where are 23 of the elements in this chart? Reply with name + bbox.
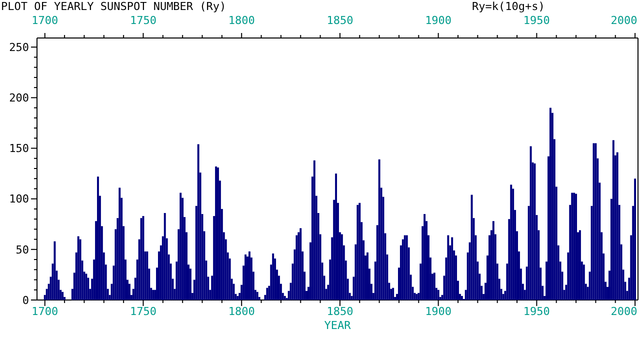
x-tick-label: 1800 — [228, 305, 255, 318]
x2-tick-label: 1800 — [228, 14, 255, 27]
y-tick-label: 100 — [9, 192, 29, 206]
x2-tick-label: 1750 — [130, 14, 156, 27]
x2-tick-label: 1900 — [425, 14, 452, 27]
x-tick-label: 1950 — [523, 305, 550, 318]
x-tick-label: 1850 — [326, 305, 354, 318]
x-tick-label: 1900 — [425, 305, 452, 318]
y-tick-label: 150 — [9, 142, 29, 156]
y-tick-label: 200 — [9, 92, 29, 105]
y-tick-label: 250 — [9, 40, 29, 54]
chart-subtitle: Ry=k(10g+s) — [472, 0, 545, 13]
x-tick-label: 1750 — [130, 305, 156, 318]
x2-tick-label: 1850 — [326, 14, 354, 27]
x-tick-label: 2000 — [610, 305, 638, 318]
x2-tick-label: 2000 — [610, 14, 638, 27]
x-axis-title: YEAR — [324, 319, 352, 332]
y-tick-label: 0 — [22, 294, 29, 307]
x2-tick-label: 1950 — [523, 14, 550, 27]
x2-tick-label: 1700 — [32, 14, 58, 27]
y-tick-label: 50 — [16, 243, 29, 256]
chart-title: PLOT OF YEARLY SUNSPOT NUMBER (Ry) — [1, 0, 226, 13]
x-tick-label: 1700 — [32, 305, 58, 318]
